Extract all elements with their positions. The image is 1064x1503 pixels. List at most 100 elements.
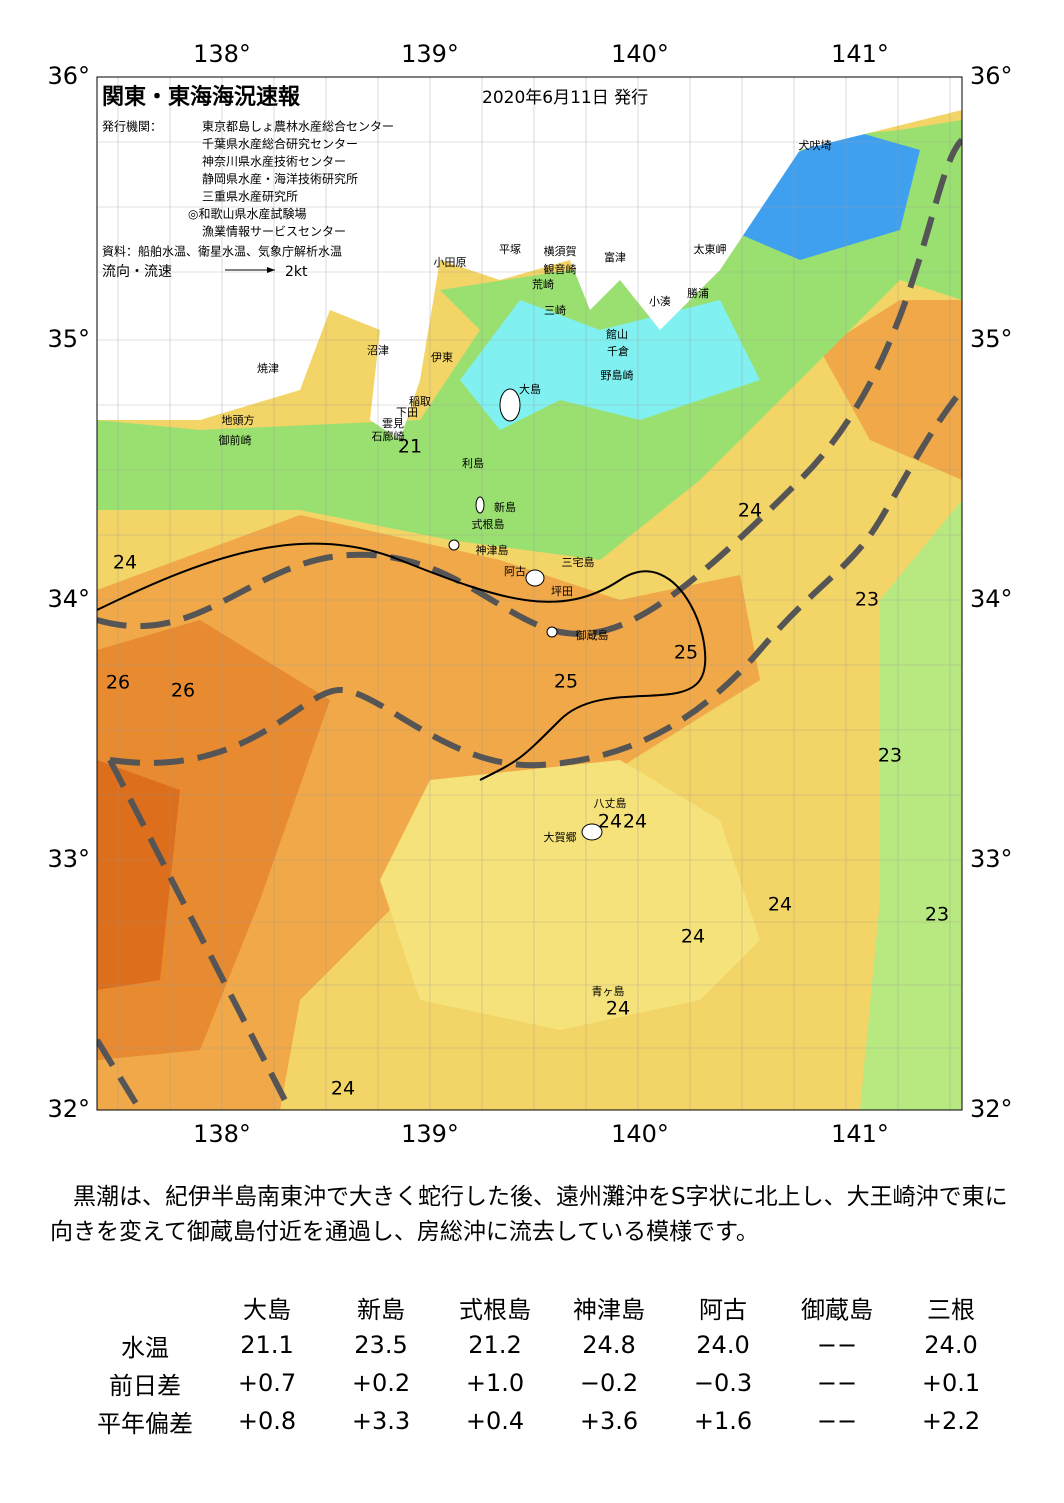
lon-label: 139°	[401, 40, 459, 68]
table-cell: 21.1	[240, 1331, 294, 1359]
temperature-label: 26	[171, 680, 195, 702]
table-cell: 阿古	[699, 1295, 747, 1324]
issuer: 漁業情報サービスセンター	[202, 225, 346, 239]
isotherm	[97, 542, 707, 781]
lat-label: 35°	[47, 325, 90, 353]
temperature-label: 26	[106, 672, 130, 694]
lon-label: 138°	[193, 40, 251, 68]
temperature-label: 23	[925, 904, 949, 926]
place-name: 横須賀	[544, 244, 577, 258]
place-name: 阿古	[504, 565, 526, 578]
issuer: ◎和歌山県水産試験場	[188, 206, 306, 221]
place-name: 新島	[494, 500, 516, 514]
issuer: 神奈川県水産技術センター	[202, 154, 346, 169]
temperature-label: 24	[598, 811, 622, 833]
temperature-label: 24	[331, 1078, 355, 1100]
lat-label: 35°	[970, 325, 1013, 353]
table-cell: −−	[816, 1407, 858, 1435]
lon-label: 141°	[831, 40, 889, 68]
place-name: 館山	[606, 327, 628, 341]
table-cell: 大島	[243, 1295, 291, 1324]
table-cell: 三根	[927, 1295, 975, 1324]
place-name: 下田	[396, 406, 418, 419]
lon-label: 141°	[831, 1120, 889, 1148]
place-name: 犬吠埼	[799, 138, 832, 152]
table-cell	[80, 1288, 210, 1326]
place-name: 御蔵島	[576, 628, 609, 642]
table-cell: 24.0	[696, 1331, 750, 1359]
table-row: 水温 21.1 23.5 21.2 24.8 24.0 −− 24.0	[80, 1326, 1008, 1364]
flow-scale: 2kt	[285, 264, 308, 280]
table-cell: 23.5	[354, 1331, 408, 1359]
table-cell: −0.3	[693, 1369, 753, 1397]
place-name: 三崎	[544, 303, 566, 317]
table-cell: 24.8	[582, 1331, 636, 1359]
place-name: 石廊崎	[372, 429, 405, 443]
table-cell: +0.4	[465, 1407, 525, 1435]
place-name: 御前崎	[219, 433, 252, 447]
place-name: 地頭方	[222, 413, 255, 427]
kuroshio-axis	[97, 137, 962, 1110]
place-name: 勝浦	[687, 286, 709, 300]
islands	[448, 388, 603, 841]
place-name: 太東岬	[694, 243, 727, 256]
place-name: 平塚	[499, 243, 521, 256]
table-row: 前日差 +0.7 +0.2 +1.0 −0.2 −0.3 −− +0.1	[80, 1364, 1008, 1402]
issuer: 東京都島しょ農林水産総合センター	[202, 119, 394, 134]
table-cell: 21.2	[468, 1331, 522, 1359]
table-cell: +0.8	[237, 1407, 297, 1435]
table-cell: 神津島	[573, 1295, 645, 1324]
place-name: 神津島	[476, 543, 509, 557]
graticule	[97, 77, 962, 1110]
lat-label: 34°	[970, 585, 1013, 613]
place-name: 青ヶ島	[592, 984, 625, 998]
temperature-label: 25	[554, 671, 578, 693]
lat-label: 36°	[47, 62, 90, 90]
description: 黒潮は、紀伊半島南東沖で大きく蛇行した後、遠州灘沖をS字状に北上し、大王崎沖で東…	[50, 1184, 1008, 1245]
place-name: 千倉	[607, 344, 629, 358]
lon-label: 139°	[401, 1120, 459, 1148]
sst-field	[97, 77, 962, 1110]
table-cell: +0.2	[351, 1369, 411, 1397]
table-cell: 新島	[357, 1295, 405, 1324]
table-cell: 御蔵島	[801, 1295, 873, 1324]
table-cell: +3.3	[351, 1407, 411, 1435]
lat-label: 32°	[47, 1095, 90, 1123]
place-name: 観音崎	[544, 262, 577, 276]
place-name: 式根島	[472, 517, 505, 531]
issuer: 三重県水産研究所	[202, 189, 298, 204]
date: 2020年6月11日 発行	[482, 88, 648, 108]
temperature-label: 23	[855, 589, 879, 611]
table-cell: 前日差	[109, 1371, 181, 1400]
lon-label: 138°	[193, 1120, 251, 1148]
temperature-label: 24	[623, 811, 647, 833]
temperature-label: 23	[878, 745, 902, 767]
table-cell: 平年偏差	[97, 1409, 193, 1438]
temperature-label: 24	[768, 894, 792, 916]
map-frame	[96, 76, 963, 1111]
place-name: 野島崎	[601, 368, 634, 382]
table-cell: +0.1	[921, 1369, 981, 1397]
table-cell: −−	[816, 1331, 858, 1359]
lon-label: 140°	[611, 1120, 669, 1148]
table-cell: +1.0	[465, 1369, 525, 1397]
place-name: 伊東	[431, 351, 453, 364]
table-cell: +2.2	[921, 1407, 981, 1435]
flow-label: 流向・流速	[102, 264, 172, 280]
lat-label: 36°	[970, 62, 1013, 90]
place-name: 利島	[462, 456, 484, 470]
flow-arrowhead	[267, 267, 275, 273]
table-cell: +1.6	[693, 1407, 753, 1435]
lat-label: 33°	[47, 845, 90, 873]
issuer: 千葉県水産総合研究センター	[202, 136, 358, 151]
table-cell: 式根島	[459, 1295, 531, 1324]
temperature-label: 24	[681, 926, 705, 948]
place-name: 三宅島	[562, 555, 595, 569]
temperature-label: 21	[398, 436, 422, 458]
temperature-label: 25	[674, 642, 698, 664]
place-name: 沼津	[367, 343, 389, 357]
place-name: 焼津	[257, 362, 279, 375]
place-name: 大島	[519, 382, 541, 396]
temperature-label: 24	[113, 552, 137, 574]
